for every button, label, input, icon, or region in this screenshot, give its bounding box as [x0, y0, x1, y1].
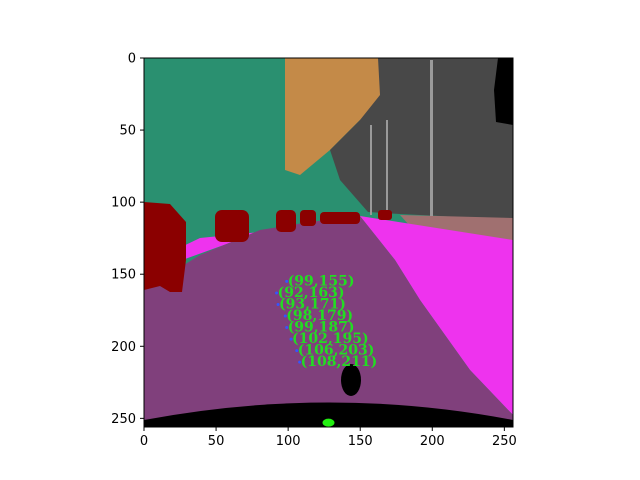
y-tick-label: 150	[111, 268, 136, 283]
data-points: (99,155)(92,163)(93,171)(98,179)(99,187)…	[275, 273, 378, 427]
data-point	[283, 314, 287, 318]
point-label: (92,163)	[278, 285, 345, 301]
y-tick-label: 0	[128, 52, 136, 67]
axis-ticks: 0 50 100 150 200 250 0 50 100 150 200 250	[111, 52, 517, 450]
data-point	[298, 360, 302, 364]
point-label: (99,155)	[288, 273, 355, 289]
data-point	[285, 326, 289, 330]
x-tick-label: 100	[276, 434, 301, 449]
segmentation-image	[144, 58, 513, 427]
y-tick-label: 200	[111, 340, 136, 355]
ego-marker	[322, 418, 335, 427]
x-tick-label: 150	[348, 434, 373, 449]
data-point	[275, 291, 279, 295]
data-point	[289, 337, 293, 341]
data-point	[295, 349, 299, 353]
y-tick-label: 100	[111, 196, 136, 211]
axes-frame	[143, 57, 514, 428]
x-tick-label: 200	[420, 434, 445, 449]
point-label: (93,171)	[279, 296, 346, 312]
data-point	[285, 279, 289, 283]
y-tick-label: 50	[119, 124, 136, 139]
point-label: (108,211)	[301, 354, 378, 370]
x-tick-label: 250	[492, 434, 517, 449]
point-label: (99,187)	[288, 320, 355, 336]
x-tick-label: 0	[140, 434, 148, 449]
x-tick-label: 50	[208, 434, 225, 449]
y-tick-label: 250	[111, 412, 136, 427]
point-label: (106,203)	[298, 343, 375, 359]
point-label: (98,179)	[286, 308, 353, 324]
point-label: (102,195)	[292, 331, 369, 347]
data-point	[276, 302, 280, 306]
